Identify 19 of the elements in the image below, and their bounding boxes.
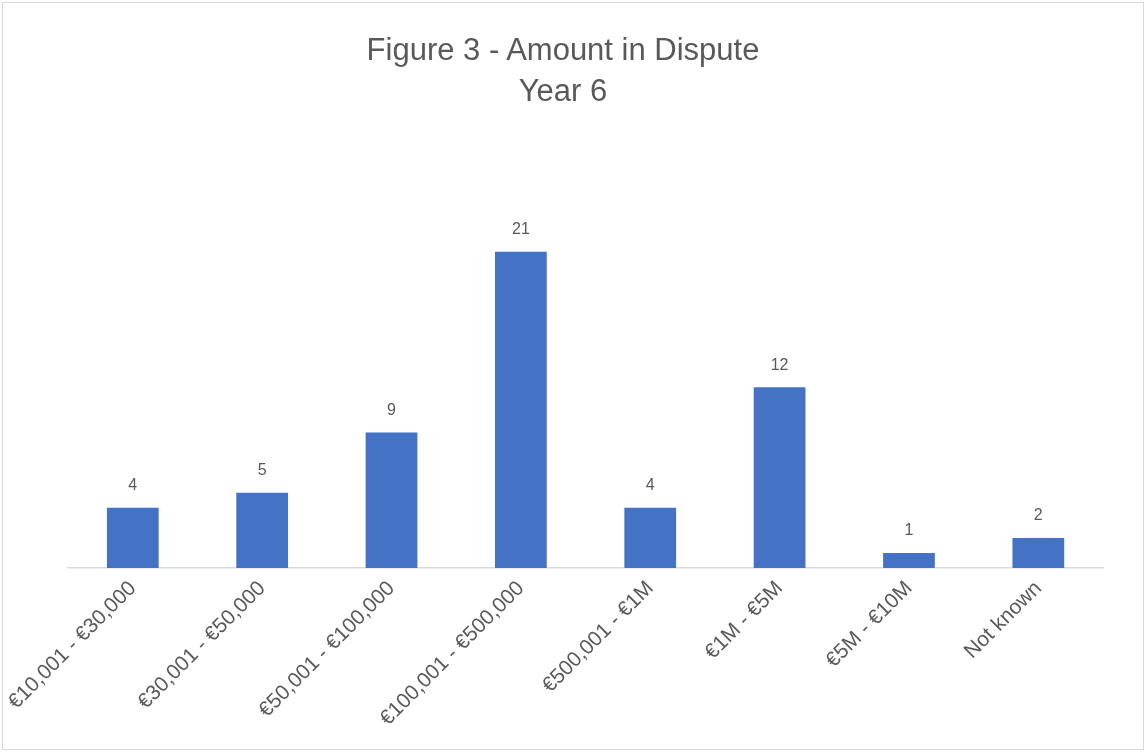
bar <box>1012 537 1065 569</box>
bar <box>495 251 547 569</box>
data-label: 1 <box>904 521 914 539</box>
data-label: 5 <box>257 461 267 479</box>
bar <box>106 507 159 569</box>
chart-subtitle: Year 6 <box>518 73 608 109</box>
chart-title: Figure 3 - Amount in Dispute <box>366 32 760 68</box>
data-label: 21 <box>511 220 530 238</box>
x-tick-label: €1M - €5M <box>699 575 787 663</box>
bar <box>753 387 806 569</box>
data-label: 4 <box>645 476 655 494</box>
data-label: 12 <box>770 355 789 373</box>
bar <box>624 507 677 569</box>
data-label: 2 <box>1033 506 1043 524</box>
bar <box>883 553 935 569</box>
bar <box>236 492 289 569</box>
data-label: 9 <box>387 400 397 418</box>
data-label: 4 <box>128 476 138 494</box>
bar <box>365 432 418 569</box>
